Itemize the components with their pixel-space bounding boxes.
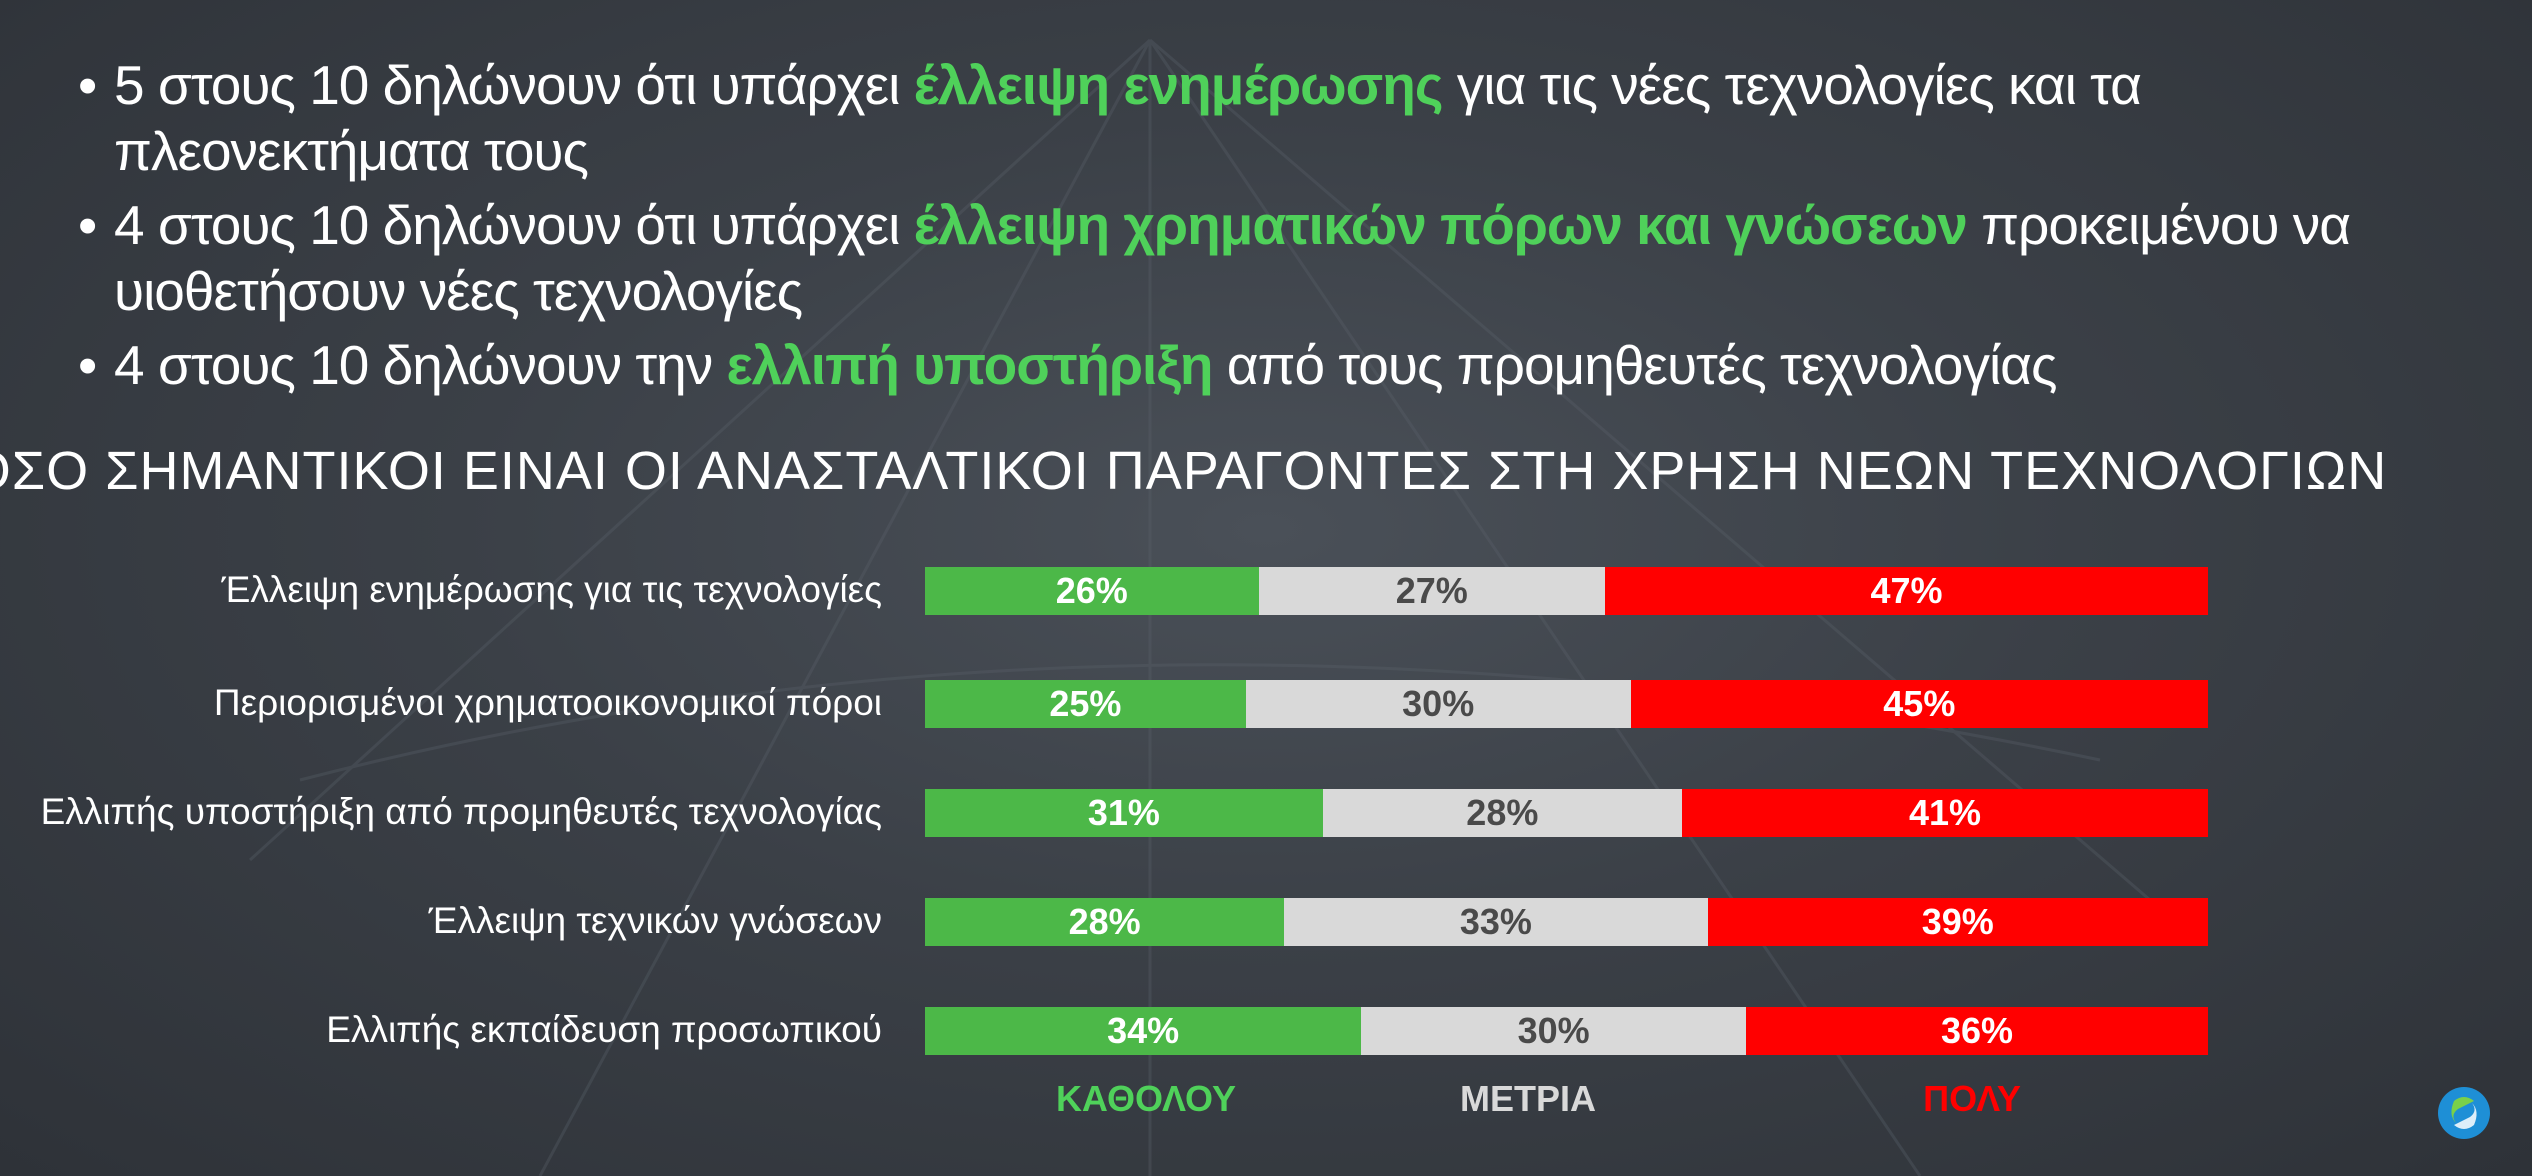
- bar-segment-kathólou: 25%: [925, 680, 1246, 728]
- bar-row: 28% 33% 39%: [925, 898, 2208, 946]
- finding-highlight: ελλιπή υποστήριξη: [726, 334, 1214, 396]
- key-findings: • 5 στους 10 δηλώνουν ότι υπάρχει έλλειψ…: [78, 52, 2478, 406]
- bullet-dot: •: [78, 194, 97, 256]
- bar-segment-kathólou: 34%: [925, 1007, 1362, 1055]
- finding-text: για τις νέες τεχνολογίες και τα πλεονεκτ…: [114, 54, 2142, 182]
- finding-text: 4 στους 10 δηλώνουν ότι υπάρχει: [114, 194, 914, 256]
- bar-row: 26% 27% 47%: [925, 567, 2208, 615]
- bar-segment-metria: 30%: [1361, 1007, 1747, 1055]
- bar-segment-poly: 41%: [1681, 789, 2208, 837]
- category-label: Περιορισμένοι χρηματοοικονομικοί πόροι: [213, 682, 882, 723]
- bullet-dot: •: [78, 334, 97, 396]
- bar-segment-poly: 47%: [1604, 567, 2208, 615]
- category-label: Ελλιπής υποστήριξη από προμηθευτές τεχνο…: [40, 791, 882, 832]
- chart-title: ΠΟΣΟ ΣΗΜΑΝΤΙΚΟΙ ΕΙΝΑΙ ΟΙ ΑΝΑΣΤΑΛΤΙΚΟΙ ΠΑ…: [0, 441, 2388, 501]
- finding-text: προκειμένου να υιοθετήσουν νέες τεχνολογ…: [114, 194, 2351, 322]
- legend-poly: ΠΟΛΥ: [1923, 1078, 2021, 1119]
- bar-row: 31% 28% 41%: [925, 789, 2208, 837]
- bar-segment-kathólou: 28%: [925, 898, 1285, 946]
- bar-segment-metria: 33%: [1284, 898, 1708, 946]
- bar-segment-poly: 45%: [1630, 680, 2208, 728]
- bar-row: 25% 30% 45%: [925, 680, 2208, 728]
- brand-logo-icon: [2438, 1087, 2490, 1139]
- legend-metria: ΜΕΤΡΙΑ: [1459, 1078, 1597, 1119]
- legend-kathólou: ΚΑΘΟΛΟΥ: [1055, 1078, 1237, 1119]
- bullet-dot: •: [78, 54, 97, 116]
- bar-segment-metria: 30%: [1245, 680, 1631, 728]
- finding-3: • 4 στους 10 δηλώνουν την ελλιπή υποστήρ…: [78, 332, 2478, 398]
- finding-1: • 5 στους 10 δηλώνουν ότι υπάρχει έλλειψ…: [78, 52, 2478, 184]
- finding-text: 5 στους 10 δηλώνουν ότι υπάρχει: [114, 54, 914, 116]
- category-label: Ελλιπής εκπαίδευση προσωπικού: [326, 1009, 882, 1050]
- bar-segment-kathólou: 31%: [925, 789, 1323, 837]
- category-label: Έλλειψη τεχνικών γνώσεων: [428, 900, 882, 941]
- bar-segment-poly: 39%: [1707, 898, 2208, 946]
- finding-highlight: έλλειψη ενημέρωσης: [913, 54, 1444, 116]
- finding-highlight: έλλειψη χρηματικών πόρων και γνώσεων: [913, 194, 1968, 256]
- category-label: Έλλειψη ενημέρωσης για τις τεχνολογίες: [221, 569, 882, 610]
- bar-segment-metria: 28%: [1322, 789, 1682, 837]
- bar-segment-poly: 36%: [1746, 1007, 2208, 1055]
- finding-text: από τους προμηθευτές τεχνολογίας: [1212, 334, 2058, 396]
- bar-row: 34% 30% 36%: [925, 1007, 2208, 1055]
- finding-2: • 4 στους 10 δηλώνουν ότι υπάρχει έλλειψ…: [78, 192, 2478, 324]
- bar-segment-metria: 27%: [1258, 567, 1605, 615]
- finding-text: 4 στους 10 δηλώνουν την: [114, 334, 727, 396]
- bar-segment-kathólou: 26%: [925, 567, 1259, 615]
